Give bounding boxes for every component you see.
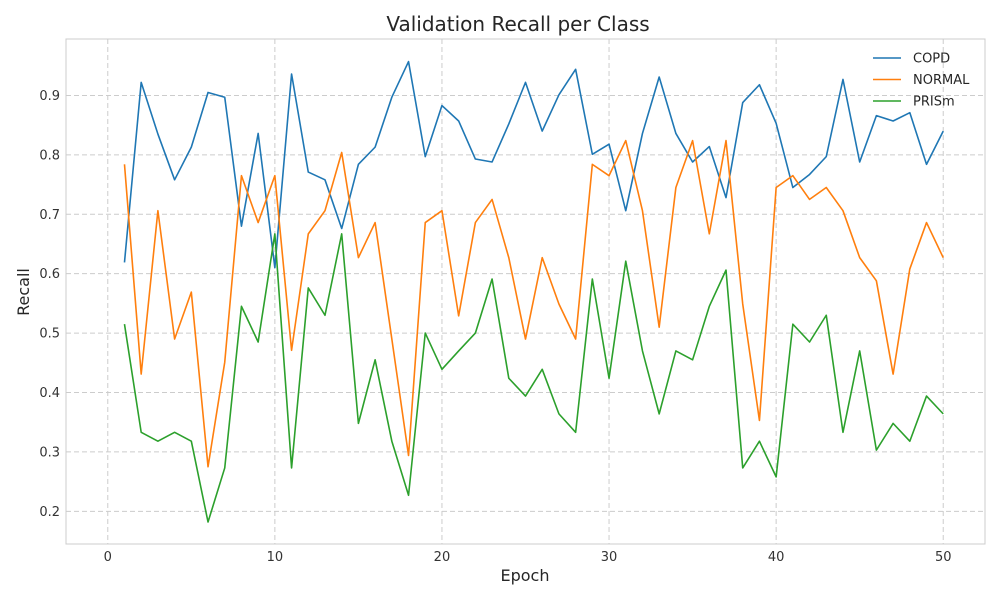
plot-frame [65,38,986,545]
y-tick-label: 0.9 [39,89,60,104]
series-lines [123,60,944,523]
y-tick-label: 0.4 [39,386,60,401]
legend-label: NORMAL [913,73,970,88]
y-tick-label: 0.7 [39,208,60,223]
y-tick-label: 0.5 [39,327,60,342]
chart-title: Validation Recall per Class [386,12,649,36]
x-tick-label: 50 [935,550,952,565]
series-line-normal [123,139,944,468]
x-axis-ticks: 0 10 20 30 40 50 [104,550,952,565]
legend: COPD NORMAL PRISm [873,52,970,110]
x-tick-label: 10 [267,550,284,565]
y-axis-ticks: 0.2 0.3 0.4 0.5 0.6 0.7 0.8 0.9 [39,89,60,520]
y-tick-label: 0.6 [39,267,60,282]
x-tick-label: 0 [104,550,112,565]
legend-label: COPD [913,52,950,67]
series-line-prism [123,233,944,523]
series-line-copd [123,60,944,269]
x-tick-label: 30 [601,550,618,565]
y-tick-label: 0.8 [39,148,60,163]
y-tick-label: 0.2 [39,505,60,520]
y-tick-label: 0.3 [39,445,60,460]
x-axis-label: Epoch [501,566,550,585]
x-tick-label: 40 [768,550,785,565]
x-tick-label: 20 [434,550,451,565]
legend-label: PRISm [913,95,955,110]
grid [66,39,985,544]
y-axis-label: Recall [14,268,33,316]
